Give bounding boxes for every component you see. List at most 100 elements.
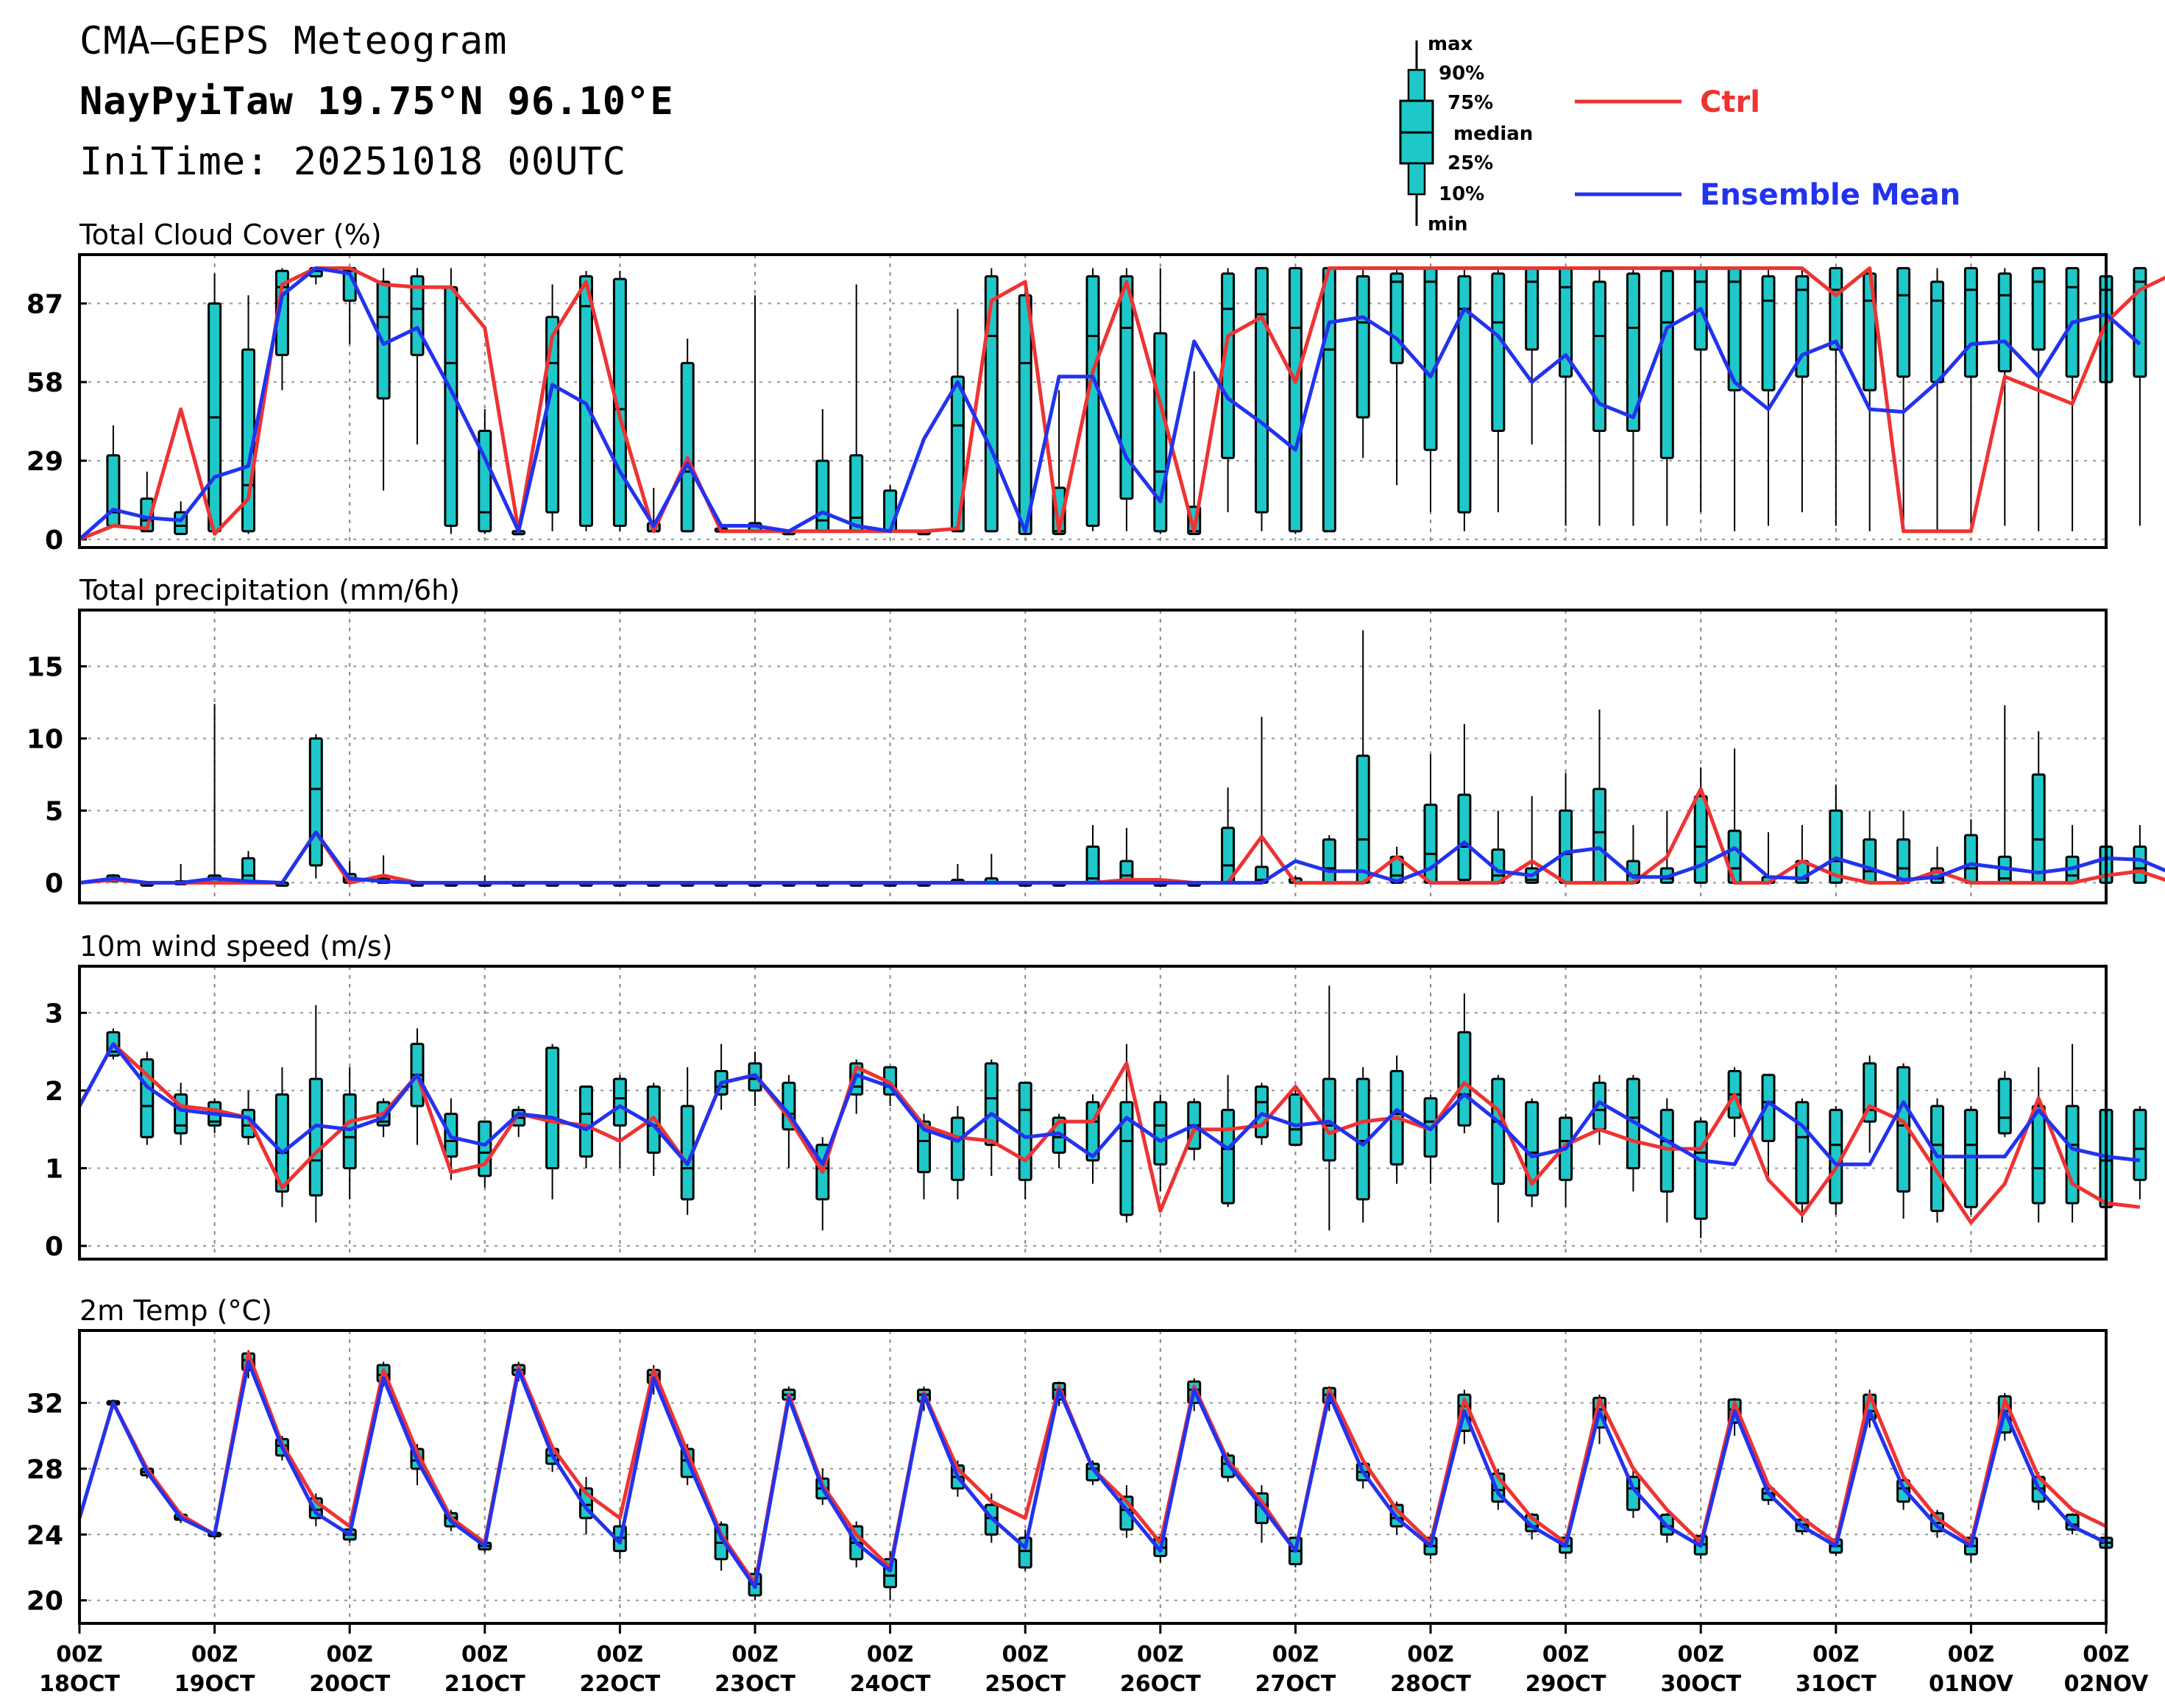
box-52: [1829, 266, 1843, 526]
box-body: [1592, 787, 1606, 885]
x-tick-label-hour: 00Z: [2083, 1642, 2130, 1668]
x-tick-label-hour: 00Z: [461, 1642, 509, 1668]
box-28: [1018, 1081, 1032, 1200]
box-56: [1963, 819, 1978, 885]
box-46: [1626, 268, 1640, 526]
box-61: [2133, 266, 2147, 526]
box-body: [1288, 266, 1303, 533]
box-body: [1255, 266, 1269, 514]
box-body: [2133, 1108, 2147, 1181]
y-tick-label: 32: [26, 1389, 63, 1419]
mean-line: [77, 1360, 2108, 1590]
box-10: [410, 268, 425, 444]
y-tick-label: 0: [45, 869, 63, 899]
box-body: [1322, 1077, 1336, 1162]
box-25: [917, 1113, 931, 1200]
box-body: [1356, 754, 1370, 885]
mean-line: [79, 830, 2165, 885]
panel-4: 2m Temp (°C) 20 24 28 32: [26, 1294, 2113, 1625]
y-tick-label: 3: [45, 999, 63, 1029]
box-body: [545, 1046, 560, 1169]
box-body: [1457, 1031, 1472, 1127]
box-11: [444, 268, 458, 534]
box-body: [2031, 266, 2046, 351]
x-tick-label-date: 23OCT: [715, 1671, 796, 1697]
x-tick-label-date: 19OCT: [174, 1671, 255, 1697]
box-body: [1559, 809, 1573, 885]
box-4: [208, 704, 222, 885]
box-9: [376, 855, 391, 885]
box-37: [1322, 985, 1336, 1230]
box-8: [342, 1067, 357, 1200]
box-41: [1457, 723, 1472, 883]
box-43: [1525, 266, 1539, 444]
init-time-subtitle: IniTime: 20251018 00UTC: [79, 140, 627, 184]
box-body: [1896, 266, 1911, 378]
ctrl-line: [79, 266, 2165, 542]
box-26: [950, 308, 965, 533]
box-57: [1997, 705, 2012, 885]
box-body: [1659, 269, 1674, 459]
legend-median-label: median: [1453, 123, 1533, 145]
box-body: [984, 274, 999, 533]
y-tick-label: 29: [26, 447, 63, 477]
x-tick-label-date: 20OCT: [309, 1671, 390, 1697]
box-45: [1592, 709, 1606, 885]
box-body: [917, 1120, 931, 1174]
box-body: [2031, 1105, 2046, 1205]
box-body: [1322, 838, 1336, 885]
box-2: [140, 1052, 155, 1145]
box-36: [1288, 1090, 1303, 1147]
box-57: [1997, 1071, 2012, 1138]
box-body: [1997, 272, 2012, 372]
x-tick-label-date: 21OCT: [444, 1671, 525, 1697]
ctrl-line: [77, 1042, 2141, 1225]
box-43: [1525, 795, 1539, 885]
x-tick-label-hour: 00Z: [326, 1642, 373, 1668]
box-body: [1491, 1077, 1506, 1186]
box-body: [1018, 1081, 1032, 1181]
y-tick-label: 24: [26, 1520, 63, 1551]
legend-mean-label: Ensemble Mean: [1700, 178, 1960, 212]
y-tick-label: 87: [26, 289, 63, 319]
box-51: [1795, 1098, 1810, 1223]
box-body: [1930, 280, 1944, 383]
box-58: [2031, 266, 2046, 531]
x-tick-label-hour: 00Z: [1948, 1642, 1995, 1668]
box-26: [950, 1106, 965, 1200]
box-51: [1795, 268, 1810, 513]
box-5: [241, 851, 255, 885]
box-45: [1592, 268, 1606, 526]
box-body: [1525, 266, 1539, 351]
box-body: [1693, 1120, 1708, 1220]
box-39: [1389, 268, 1404, 486]
box-7: [308, 734, 323, 879]
x-tick-label-date: 30OCT: [1660, 1671, 1741, 1697]
x-tick-label-hour: 00Z: [191, 1642, 238, 1668]
box-16: [612, 1074, 627, 1169]
x-tick-label-hour: 00Z: [731, 1642, 779, 1668]
box-body: [1119, 1101, 1134, 1216]
x-tick-label-date: 02NOV: [2064, 1671, 2150, 1697]
box-56: [1963, 266, 1978, 531]
box-legend: max 90% 75% median 25% 10% min: [1399, 33, 1533, 235]
x-tick-label-hour: 00Z: [1542, 1642, 1590, 1668]
box-19: [714, 1043, 729, 1110]
box-body: [308, 1077, 323, 1197]
x-tick-label-hour: 00Z: [597, 1642, 644, 1668]
box-35: [1255, 266, 1269, 531]
box-41: [1457, 268, 1472, 531]
box-50: [1761, 268, 1776, 526]
box-61: [2133, 1106, 2147, 1200]
box-40: [1423, 754, 1438, 885]
y-tick-label: 2: [45, 1077, 63, 1107]
box-body: [1491, 272, 1506, 433]
box-body: [1423, 266, 1438, 451]
x-tick-label-date: 28OCT: [1390, 1671, 1471, 1697]
box-41: [1457, 993, 1472, 1133]
legend-min-label: min: [1428, 213, 1468, 235]
box-47: [1659, 268, 1674, 526]
x-tick-label-hour: 00Z: [56, 1642, 103, 1668]
panel-frame: [78, 1329, 2108, 1625]
